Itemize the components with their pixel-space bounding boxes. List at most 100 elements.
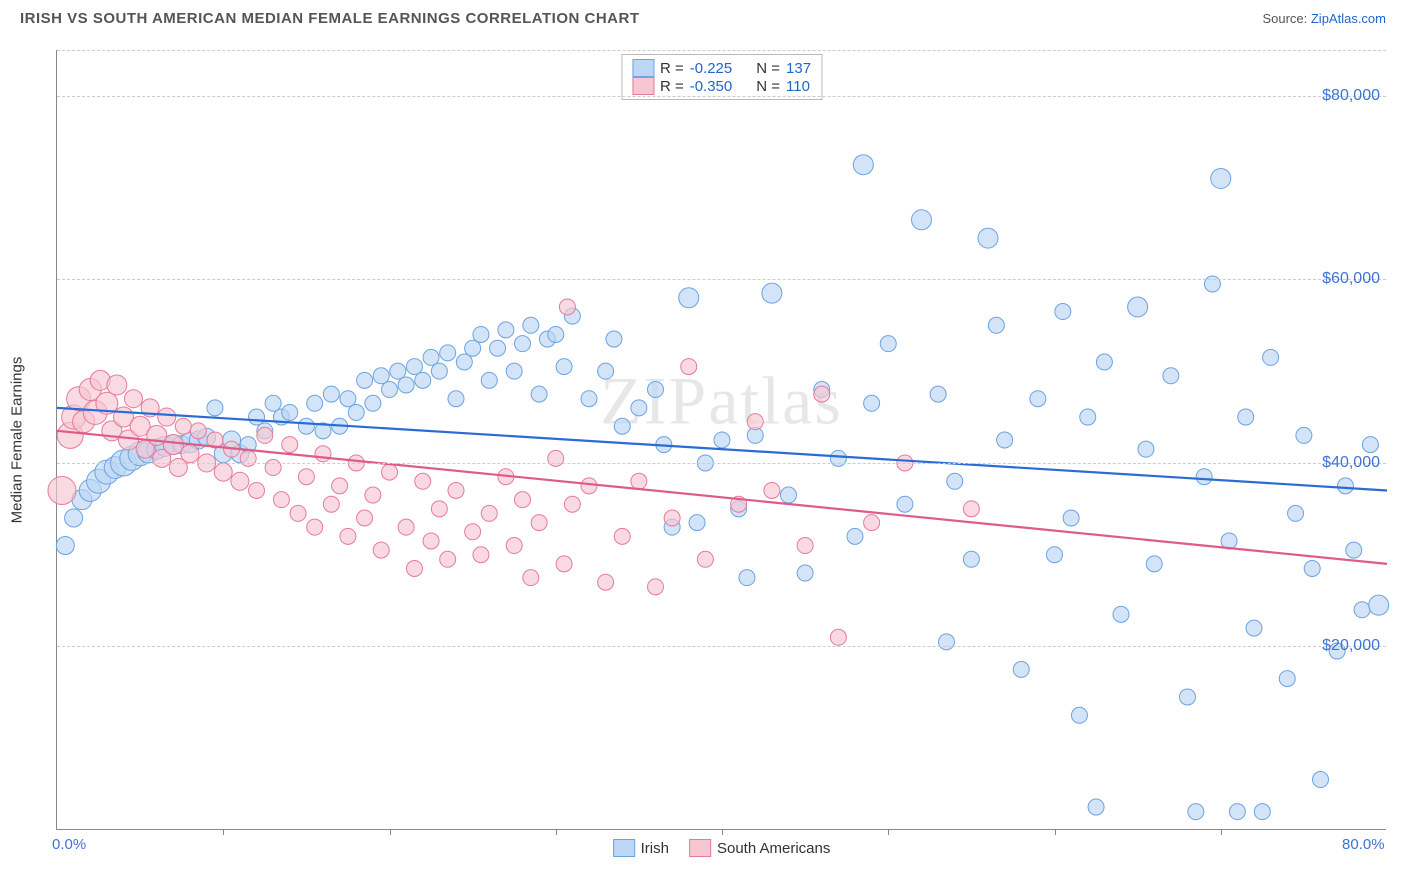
scatter-point (1296, 427, 1312, 443)
scatter-point (340, 528, 356, 544)
scatter-point (373, 368, 389, 384)
scatter-point (689, 515, 705, 531)
legend-row: R = -0.350N = 110 (632, 77, 811, 95)
scatter-point (978, 228, 998, 248)
scatter-point (65, 509, 83, 527)
grid-line (57, 50, 1386, 51)
chart-plot-area: Median Female Earnings ZIPatlas R = -0.2… (56, 50, 1386, 830)
scatter-point (631, 400, 647, 416)
scatter-point (56, 537, 74, 555)
scatter-point (298, 418, 314, 434)
scatter-point (240, 450, 256, 466)
y-tick-label: $20,000 (1322, 637, 1380, 655)
scatter-point (598, 574, 614, 590)
scatter-point (406, 359, 422, 375)
grid-line (57, 96, 1386, 97)
scatter-point (564, 496, 580, 512)
scatter-point (1096, 354, 1112, 370)
scatter-point (107, 375, 127, 395)
r-value: -0.350 (690, 78, 733, 95)
scatter-point (747, 414, 763, 430)
scatter-point (249, 482, 265, 498)
legend-item: South Americans (689, 839, 830, 857)
grid-line (57, 463, 1386, 464)
scatter-point (997, 432, 1013, 448)
correlation-legend: R = -0.225N = 137R = -0.350N = 110 (621, 54, 822, 100)
scatter-point (315, 446, 331, 462)
scatter-point (448, 482, 464, 498)
scatter-point (48, 476, 76, 504)
scatter-point (830, 450, 846, 466)
scatter-point (163, 435, 183, 455)
x-minor-tick (1221, 829, 1222, 835)
scatter-point (614, 418, 630, 434)
x-tick-label: 80.0% (1342, 836, 1385, 853)
scatter-point (423, 349, 439, 365)
scatter-point (231, 472, 249, 490)
scatter-point (1080, 409, 1096, 425)
scatter-point (431, 501, 447, 517)
source-link[interactable]: ZipAtlas.com (1311, 11, 1386, 26)
scatter-point (1113, 606, 1129, 622)
scatter-point (265, 395, 281, 411)
scatter-point (1047, 547, 1063, 563)
scatter-point (1354, 602, 1370, 618)
scatter-point (175, 418, 191, 434)
scatter-point (664, 510, 680, 526)
scatter-point (648, 382, 664, 398)
scatter-point (714, 432, 730, 448)
scatter-point (559, 299, 575, 315)
scatter-point (1229, 804, 1245, 820)
scatter-point (1279, 671, 1295, 687)
scatter-point (207, 400, 223, 416)
legend-swatch (632, 77, 654, 95)
scatter-point (490, 340, 506, 356)
scatter-point (631, 473, 647, 489)
scatter-point (679, 288, 699, 308)
scatter-point (298, 469, 314, 485)
scatter-point (357, 372, 373, 388)
scatter-point (214, 463, 232, 481)
scatter-point (781, 487, 797, 503)
x-minor-tick (556, 829, 557, 835)
legend-label: Irish (641, 840, 669, 857)
scatter-point (814, 386, 830, 402)
scatter-point (181, 445, 199, 463)
scatter-point (1204, 276, 1220, 292)
scatter-point (323, 386, 339, 402)
scatter-point (440, 345, 456, 361)
y-tick-label: $40,000 (1322, 454, 1380, 472)
scatter-point (531, 515, 547, 531)
scatter-point (1346, 542, 1362, 558)
scatter-point (265, 460, 281, 476)
scatter-point (614, 528, 630, 544)
scatter-point (365, 487, 381, 503)
scatter-point (1238, 409, 1254, 425)
scatter-point (930, 386, 946, 402)
scatter-point (797, 565, 813, 581)
scatter-point (357, 510, 373, 526)
x-minor-tick (722, 829, 723, 835)
legend-swatch (632, 59, 654, 77)
scatter-point (515, 336, 531, 352)
y-tick-label: $60,000 (1322, 270, 1380, 288)
scatter-point (988, 317, 1004, 333)
scatter-point (581, 478, 597, 494)
scatter-point (1246, 620, 1262, 636)
scatter-point (249, 409, 265, 425)
scatter-point (531, 386, 547, 402)
grid-line (57, 279, 1386, 280)
scatter-point (864, 515, 880, 531)
scatter-point (1362, 437, 1378, 453)
scatter-point (440, 551, 456, 567)
n-value: 110 (786, 78, 810, 95)
scatter-point (158, 408, 176, 426)
scatter-point (581, 391, 597, 407)
scatter-point (1138, 441, 1154, 457)
legend-label: South Americans (717, 840, 830, 857)
legend-swatch (613, 839, 635, 857)
scatter-point (506, 363, 522, 379)
scatter-point (282, 404, 298, 420)
n-value: 137 (786, 60, 811, 77)
scatter-point (523, 317, 539, 333)
